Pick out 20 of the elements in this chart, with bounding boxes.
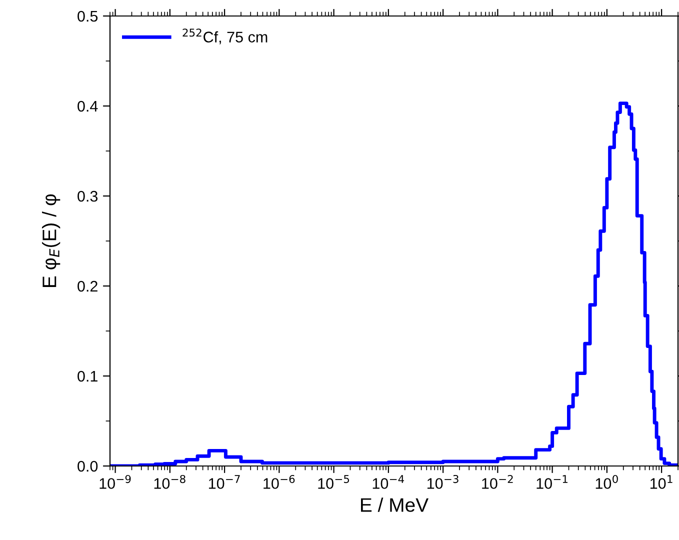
y-tick-label: 0.0 bbox=[78, 460, 98, 472]
x-axis-title: E / MeV bbox=[361, 498, 428, 512]
x-tick-label: 10$^{−7}$ bbox=[208, 475, 240, 489]
x-tick-label: 10$^{−1}$ bbox=[536, 475, 568, 489]
x-tick-label: 10$^{0}$ bbox=[596, 474, 618, 489]
x-tick-label: 10$^{−9}$ bbox=[100, 474, 131, 489]
x-tick-label: 10$^{−4}$ bbox=[372, 475, 404, 489]
x-tick-label: 10$^{1}$ bbox=[650, 475, 672, 489]
x-tick-label: 10$^{−8}$ bbox=[154, 474, 186, 489]
y-tick-label: 0.3 bbox=[78, 190, 98, 202]
x-tick-label: 10$^{−6}$ bbox=[264, 474, 295, 489]
y-tick-label: 0.4 bbox=[78, 100, 98, 112]
legend-label: $^{252}$Cf, 75 cm bbox=[182, 28, 268, 44]
x-tick-label: 10$^{−2}$ bbox=[482, 474, 513, 489]
x-tick-label: 10$^{−5}$ bbox=[318, 475, 350, 489]
y-tick-label: 0.1 bbox=[78, 370, 98, 382]
y-tick-label: 0.2 bbox=[78, 280, 98, 292]
y-tick-label: 0.5 bbox=[78, 10, 98, 22]
y-axis-title: E φ$_{E}$(E) / φ bbox=[42, 194, 60, 287]
x-tick-label: 10$^{−3}$ bbox=[427, 474, 458, 489]
